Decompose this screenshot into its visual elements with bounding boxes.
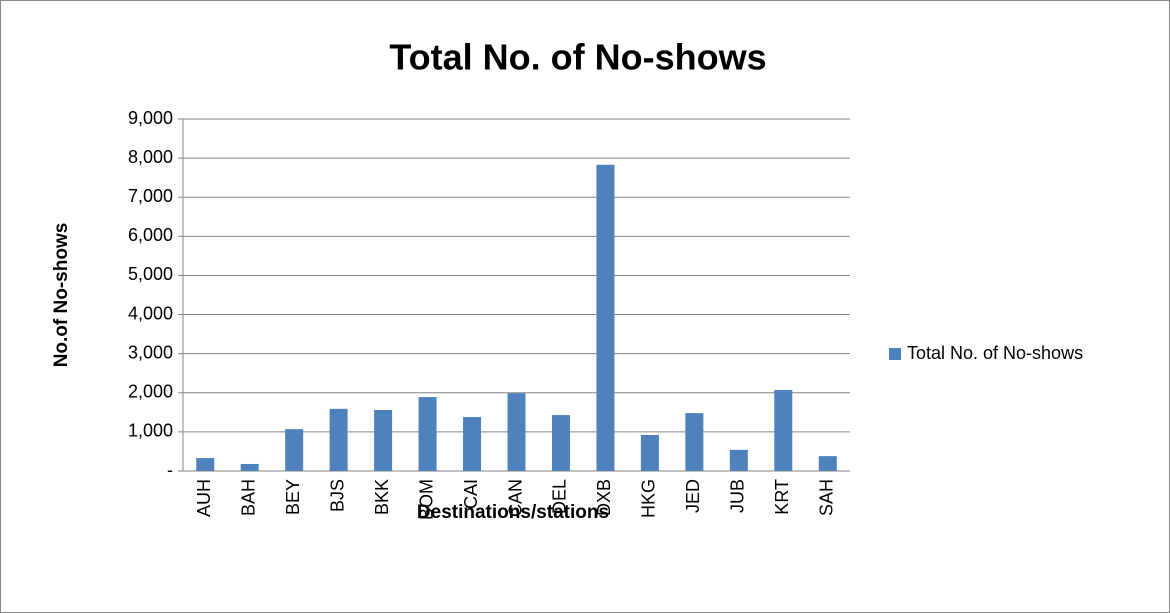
bar xyxy=(818,456,837,471)
y-tick-label: 8,000 xyxy=(128,147,173,167)
x-tick-label: DEL xyxy=(550,479,570,514)
bar xyxy=(285,429,304,471)
y-tick-label: - xyxy=(167,460,173,480)
bar xyxy=(196,458,215,471)
chart-title: Total No. of No-shows xyxy=(389,37,766,78)
x-tick-label: KRT xyxy=(772,479,792,515)
bar xyxy=(463,417,482,471)
y-tick-label: 7,000 xyxy=(128,186,173,206)
y-tick-label: 4,000 xyxy=(128,303,173,323)
y-tick-label: 6,000 xyxy=(128,225,173,245)
x-tick-label: JUB xyxy=(728,479,748,513)
x-tick-label: AUH xyxy=(194,479,214,517)
x-tick-label: HKG xyxy=(639,479,659,518)
y-tick-label: 2,000 xyxy=(128,382,173,402)
bar xyxy=(374,409,393,471)
bar xyxy=(596,164,615,471)
bar xyxy=(418,397,437,471)
x-tick-label: CAI xyxy=(461,479,481,509)
x-tick-label: BOM xyxy=(416,479,436,520)
x-tick-label: BKK xyxy=(372,479,392,515)
bar xyxy=(240,463,259,471)
x-tick-label: DXB xyxy=(594,479,614,516)
y-axis-title: No.of No-shows xyxy=(51,223,72,368)
bar xyxy=(640,435,659,471)
legend-label: Total No. of No-shows xyxy=(907,343,1083,363)
x-tick-label: CAN xyxy=(505,479,525,517)
x-tick-label: JED xyxy=(683,479,703,513)
y-tick-label: 5,000 xyxy=(128,264,173,284)
x-tick-label: BEY xyxy=(283,479,303,515)
bar xyxy=(729,449,748,471)
x-tick-label: SAH xyxy=(817,479,837,516)
x-tick-label: BAH xyxy=(238,479,258,516)
y-tick-label: 1,000 xyxy=(128,421,173,441)
x-tick-label: BJS xyxy=(327,479,347,512)
bar xyxy=(507,393,526,471)
x-axis-title: Destinations/stations xyxy=(417,502,609,523)
bar xyxy=(685,413,704,471)
y-tick-label: 9,000 xyxy=(128,108,173,128)
bar xyxy=(329,408,348,471)
y-tick-label: 3,000 xyxy=(128,342,173,362)
legend-swatch xyxy=(889,348,901,360)
bar xyxy=(774,390,793,471)
bar xyxy=(551,415,570,471)
